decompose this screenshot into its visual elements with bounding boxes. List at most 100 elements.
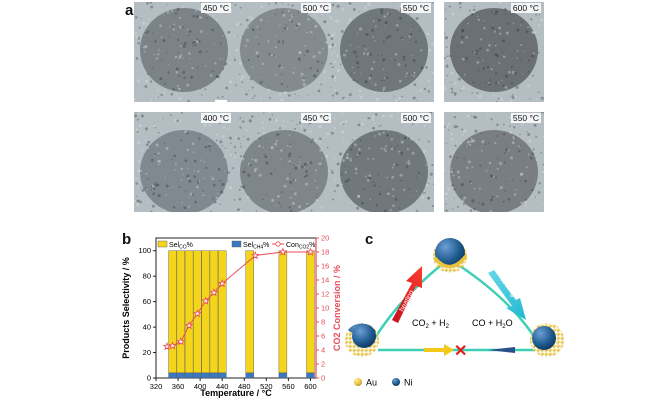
x-tick-label: 600 [304,382,317,391]
x-tick-label: 480 [238,382,251,391]
bar-sel-co [209,250,219,374]
bar-sel-co [278,250,288,374]
bar-sel-co [184,250,194,374]
bar-sel-ch4 [184,372,194,379]
heating-arrow: heating [392,266,422,323]
bar-sel-ch4 [176,372,186,379]
x-axis-label: Temperature / °C [200,388,272,398]
bar-sel-ch4 [209,372,219,379]
y-right-tick-label: 8 [321,318,325,327]
bar-sel-ch4 [306,372,315,379]
y-left-tick-label: 0 [147,374,151,383]
cooling-arrow: cooling [488,270,526,320]
conversion-point [168,341,177,350]
y-right-tick-label: 16 [321,262,329,271]
temperature-label: 400 °C [200,113,231,123]
conversion-point [306,247,315,256]
scale-bar [215,100,227,102]
bar-sel-co [245,250,254,374]
au-legend-label: Au [366,378,377,388]
conversion-point [176,337,186,346]
tem-image: 500 °C [234,2,334,102]
temperature-label: 500 °C [400,113,431,123]
reaction-left: CO2 + H2 [412,318,450,330]
conversion-point [217,279,227,288]
tem-image: 550 °C [444,112,544,212]
conversion-point [278,247,288,256]
tem-image: 500 °C [334,112,434,212]
y-right-tick-label: 18 [321,248,329,257]
legend-label: ConCO2% [286,242,315,251]
y-left-tick-label: 20 [143,348,151,357]
bar-sel-ch4 [201,372,210,379]
legend-swatch [157,240,168,248]
au-legend-swatch [354,378,362,386]
bar-sel-co [168,250,177,374]
conversion-point [193,309,202,318]
panel-c-letter: c [365,231,374,248]
x-tick-label: 520 [260,382,273,391]
reaction-right: CO + H2O [472,318,513,330]
x-tick-label: 360 [172,382,185,391]
y-right-tick-label: 20 [321,234,329,243]
bar-sel-co [201,250,210,374]
temperature-label: 550 °C [510,113,541,123]
y-right-tick-label: 4 [321,346,325,355]
bar-sel-co [306,250,315,374]
conversion-point [209,288,219,297]
bar-sel-co [176,250,186,374]
y-right-tick-label: 2 [321,360,325,369]
y-axis-left-label: Products Selectivity / % [121,257,131,359]
bar-sel-ch4 [193,372,202,379]
tem-image: 550 °C [334,2,434,102]
y-right-tick-label: 12 [321,290,329,299]
panel-a-letter: a [125,2,134,19]
legend-swatch [231,240,242,248]
y-left-tick-label: 80 [143,272,151,281]
ni-legend-label: Ni [404,378,413,388]
bar-sel-ch4 [245,372,254,379]
temperature-label: 550 °C [400,3,431,13]
particle-left [345,323,379,357]
y-left-tick-label: 60 [143,297,151,306]
tem-image: 450 °C [234,112,334,212]
x-tick-label: 320 [150,382,163,391]
tem-image: 450 °C [134,2,234,102]
selectivity-conversion-chart: 320 360 400 440 480 520 560 600 0 20 40 60 80 100 0 2 4 6… [121,234,342,399]
y-axis-right-label: CO2 Conversion / % [332,265,342,351]
blocked-mark: ✕ [454,343,467,360]
temperature-label: 450 °C [300,113,331,123]
particle-right [530,323,564,357]
particle-top [433,238,468,273]
tem-image: 400 °C [134,112,234,212]
x-tick-label: 400 [194,382,207,391]
y-right-tick-label: 14 [321,276,329,285]
reaction-scheme: heating cooling CO2 + H2 CO + H2O ✕ Au N… [345,238,564,388]
panel-b-letter: b [122,231,132,248]
heating-label: heating [399,289,416,313]
blocked-flow-arrow [424,344,515,356]
y-left-tick-label: 40 [143,323,151,332]
x-tick-label: 440 [216,382,229,391]
y-right-tick-label: 6 [321,332,325,341]
bar-sel-ch4 [168,372,177,379]
conversion-point [251,251,260,260]
tem-image: 600 °C [444,2,544,102]
temperature-label: 600 °C [510,3,541,13]
bar-sel-ch4 [218,372,227,379]
legend-label: SelCH4% [243,242,269,251]
legend-star-swatch [275,241,281,247]
x-tick-label: 560 [282,382,295,391]
legend-label: SelCO% [169,242,193,251]
temperature-label: 500 °C [300,3,331,13]
temperature-label: 450 °C [200,3,231,13]
scheme-legend: Au Ni [354,378,413,388]
y-right-tick-label: 0 [321,374,325,383]
ni-legend-swatch [392,378,400,386]
conversion-point [201,296,210,305]
y-left-tick-label: 100 [138,246,151,255]
y-right-tick-label: 10 [321,304,329,313]
bar-sel-ch4 [278,372,288,379]
conversion-point [184,321,194,330]
bar-sel-co [218,250,227,374]
